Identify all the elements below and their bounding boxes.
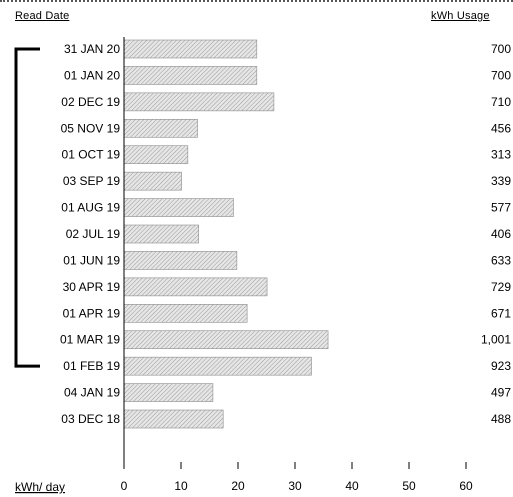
kwh-usage-value: 729 [491, 280, 511, 294]
kwh-usage-value: 488 [491, 412, 511, 426]
kwh-usage-value: 633 [491, 253, 511, 267]
category-label: 01 AUG 19 [61, 201, 120, 215]
usage-bar [123, 356, 312, 376]
usage-bar [123, 251, 238, 270]
read-date-header: Read Date [15, 10, 70, 22]
usage-bar [123, 92, 275, 112]
top-dotted-rule [0, 0, 513, 2]
usage-bar [123, 409, 224, 429]
category-label: 01 MAR 19 [60, 333, 120, 347]
x-tick-label: 50 [402, 479, 416, 493]
twelve-month-bracket [14, 47, 40, 368]
category-label: 02 DEC 19 [61, 95, 120, 109]
x-tick-label: 0 [121, 479, 128, 493]
category-label: 01 JAN 20 [64, 68, 120, 82]
kwh-usage-value: 710 [491, 95, 511, 109]
labels-layer: 31 JAN 20 700 01 JAN 20 700 02 DEC 19 710 05 N… [60, 42, 511, 426]
category-label: 01 OCT 19 [62, 148, 121, 162]
usage-bar [123, 330, 329, 350]
kwh-usage-value: 1,001 [481, 333, 511, 347]
category-label: 05 NOV 19 [61, 121, 121, 135]
category-label: 30 APR 19 [63, 280, 121, 294]
usage-bar [123, 303, 248, 323]
usage-bar [123, 383, 214, 402]
kwh-usage-value: 671 [491, 306, 511, 320]
x-tick-label: 10 [174, 479, 188, 493]
kwh-usage-value: 406 [491, 227, 511, 241]
category-label: 03 DEC 18 [61, 412, 120, 426]
category-label: 01 FEB 19 [63, 359, 120, 373]
year-bracket [14, 47, 40, 368]
usage-bar [123, 118, 198, 138]
x-tick-label: 60 [459, 479, 473, 493]
kwh-usage-value: 339 [491, 174, 511, 188]
usage-bar [123, 145, 189, 165]
x-tick-label: 40 [345, 479, 359, 493]
x-tick-label: 30 [288, 479, 302, 493]
kwh-usage-value: 700 [491, 68, 511, 82]
category-label: 01 JUN 19 [63, 253, 120, 267]
kwh-usage-value: 577 [491, 201, 511, 215]
usage-bar [123, 224, 199, 244]
kwh-usage-value: 700 [491, 42, 511, 56]
category-label: 02 JUL 19 [66, 227, 121, 241]
kwh-usage-header: kWh Usage [431, 10, 490, 22]
x-axis: 0 10 20 30 40 50 60 kWh/ day [15, 37, 473, 494]
x-tick-label: 20 [231, 479, 245, 493]
usage-bar [123, 39, 258, 59]
category-label: 04 JAN 19 [64, 386, 120, 400]
kwh-usage-value: 923 [491, 359, 511, 373]
kwh-usage-value: 497 [491, 386, 511, 400]
usage-bar [123, 277, 268, 297]
kwh-usage-value: 313 [491, 148, 511, 162]
usage-bar [123, 198, 234, 217]
category-label: 01 APR 19 [63, 306, 121, 320]
usage-bar [123, 171, 182, 191]
category-label: 03 SEP 19 [63, 174, 120, 188]
kwh-usage-value: 456 [491, 121, 511, 135]
category-label: 31 JAN 20 [64, 42, 120, 56]
bars-layer [123, 39, 329, 429]
x-axis-label: kWh/ day [15, 480, 65, 494]
usage-bar [123, 66, 258, 85]
